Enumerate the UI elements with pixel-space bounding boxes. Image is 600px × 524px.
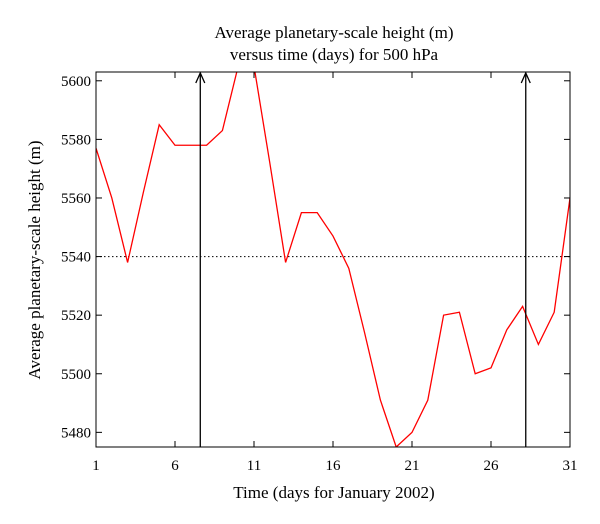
x-axis-title: Time (days for January 2002) bbox=[233, 483, 434, 502]
arrow-head bbox=[195, 71, 206, 84]
y-tick-label: 5580 bbox=[61, 132, 91, 148]
chart-title: Average planetary-scale height (m) versu… bbox=[215, 23, 454, 64]
series-group bbox=[96, 72, 570, 447]
y-tick-label: 5560 bbox=[61, 191, 91, 207]
plot-area bbox=[95, 71, 571, 448]
arrow-1 bbox=[195, 71, 206, 447]
y-tick-label: 5540 bbox=[61, 250, 91, 266]
arrow-head bbox=[520, 71, 531, 84]
y-tick-label: 5500 bbox=[61, 367, 91, 383]
x-tick-label: 1 bbox=[92, 458, 100, 474]
x-tick-label: 6 bbox=[171, 458, 179, 474]
y-tick-label: 5600 bbox=[61, 74, 91, 90]
series-line-0 bbox=[96, 72, 570, 447]
chart-title-line-2: versus time (days) for 500 hPa bbox=[230, 45, 439, 64]
arrow-2 bbox=[520, 71, 531, 447]
x-tick-label: 21 bbox=[405, 458, 420, 474]
x-tick-label: 16 bbox=[326, 458, 342, 474]
arrow-group bbox=[195, 71, 531, 447]
y-axis-title: Average planetary-scale height (m) bbox=[25, 141, 44, 380]
y-axis: 5480 5500 5520 5540 5560 5580 5600 bbox=[61, 74, 570, 441]
y-tick-label: 5480 bbox=[61, 425, 91, 441]
x-tick-label: 31 bbox=[563, 458, 578, 474]
x-tick-label: 26 bbox=[484, 458, 500, 474]
plot-frame bbox=[95, 71, 571, 448]
x-axis: 1 6 11 16 21 26 31 bbox=[92, 72, 578, 474]
chart-title-line-1: Average planetary-scale height (m) bbox=[215, 23, 454, 42]
x-tick-label: 11 bbox=[247, 458, 261, 474]
y-tick-label: 5520 bbox=[61, 308, 91, 324]
